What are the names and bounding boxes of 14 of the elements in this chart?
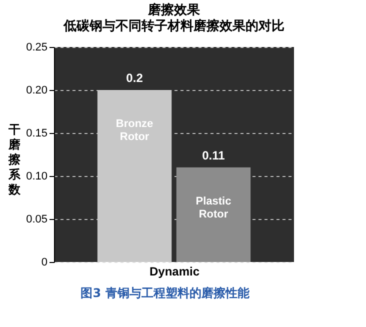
y-axis-title: 干磨擦系数 [8, 122, 22, 196]
y-tick-label: 0.05 [26, 214, 48, 226]
x-axis-title: Dynamic [149, 264, 200, 278]
y-tick-label: 0 [41, 256, 48, 268]
chart-subtitle: 低碳钢与不同转子材料磨擦效果的对比 [62, 18, 284, 34]
chart-title: 磨擦效果 [147, 2, 201, 18]
x-tick-label: Plastic Rotor [196, 195, 232, 220]
y-tick-label: 0.25 [26, 42, 48, 54]
y-tick-label: 0.15 [26, 128, 48, 140]
y-tick-label: 0.20 [26, 84, 48, 96]
data-label: 0.2 [126, 71, 144, 85]
caption: 图3 青铜与工程塑料的磨擦性能 [80, 285, 250, 302]
data-label: 0.11 [202, 148, 226, 162]
y-tick-label: 0.10 [26, 170, 48, 182]
